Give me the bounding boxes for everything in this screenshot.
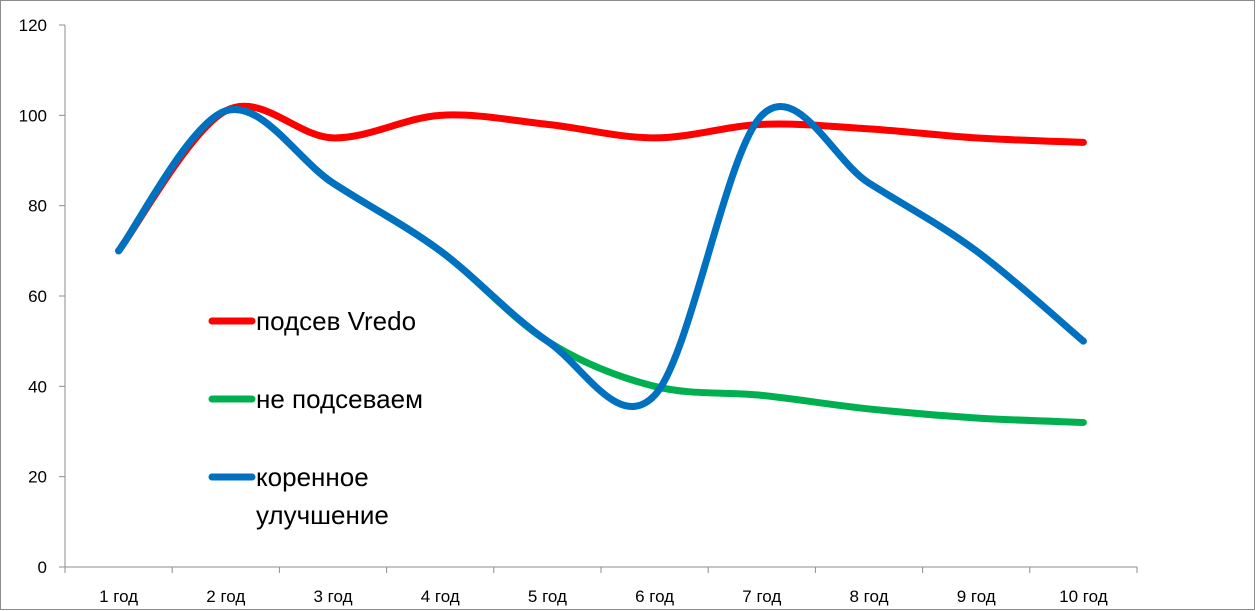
x-tick-label: 5 год xyxy=(528,587,567,606)
x-tick-label: 10 год xyxy=(1059,587,1108,606)
y-tick-label: 60 xyxy=(28,287,47,306)
series-line-3 xyxy=(115,103,1087,410)
x-tick-label: 7 год xyxy=(742,587,781,606)
y-tick-label: 80 xyxy=(28,197,47,216)
legend-label: подсев Vredo xyxy=(256,306,416,336)
y-tick-label: 120 xyxy=(19,16,47,35)
y-tick-label: 20 xyxy=(28,468,47,487)
x-tick-label: 2 год xyxy=(206,587,245,606)
y-tick-label: 100 xyxy=(19,106,47,125)
x-tick-label: 6 год xyxy=(635,587,674,606)
series-line-1 xyxy=(115,102,1087,255)
x-tick-label: 1 год xyxy=(99,587,138,606)
legend-label: не подсеваем xyxy=(256,384,423,414)
x-tick-label: 4 год xyxy=(421,587,460,606)
legend: подсев Vredo не подсеваем коренное улучшени… xyxy=(208,306,423,530)
x-tick-label: 9 год xyxy=(957,587,996,606)
y-tick-label: 0 xyxy=(38,558,47,577)
y-tick-label: 40 xyxy=(28,377,47,396)
x-tick-label: 8 год xyxy=(849,587,888,606)
y-axis-ticks: 0 20 40 60 80 100 120 xyxy=(19,16,65,577)
series-lines xyxy=(115,102,1087,426)
legend-label: коренное улучшение xyxy=(256,462,389,530)
x-tick-label: 3 год xyxy=(313,587,352,606)
x-axis-ticks: 1 год 2 год 3 год 4 год 5 год 6 год 7 год 8 год… xyxy=(64,567,1138,606)
